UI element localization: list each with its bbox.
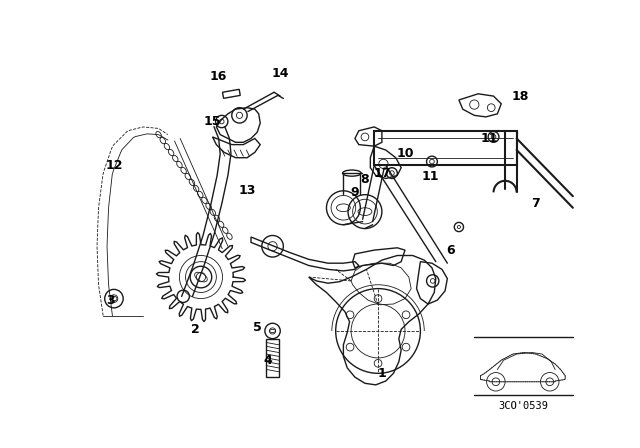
Text: 11: 11 (481, 132, 499, 145)
Text: 1: 1 (378, 367, 387, 380)
Text: 10: 10 (396, 147, 413, 160)
Text: 5: 5 (253, 321, 262, 334)
Text: 12: 12 (106, 159, 124, 172)
Text: 4: 4 (264, 354, 272, 367)
Bar (223, 89, 240, 98)
Text: 3CO'0539: 3CO'0539 (499, 401, 548, 411)
Text: 8: 8 (361, 173, 369, 186)
Text: 3: 3 (106, 293, 115, 307)
Text: 18: 18 (512, 90, 529, 103)
Text: 15: 15 (204, 115, 221, 128)
Text: 9: 9 (351, 186, 359, 199)
Text: 7: 7 (532, 198, 540, 211)
Text: 13: 13 (239, 184, 256, 197)
Text: 16: 16 (210, 70, 227, 83)
Bar (374, 131, 516, 165)
Text: 11: 11 (422, 170, 439, 184)
Text: 2: 2 (191, 323, 200, 336)
Text: 14: 14 (271, 66, 289, 79)
Text: 6: 6 (446, 244, 455, 257)
Text: 17: 17 (373, 167, 390, 180)
Bar (266, 339, 279, 377)
